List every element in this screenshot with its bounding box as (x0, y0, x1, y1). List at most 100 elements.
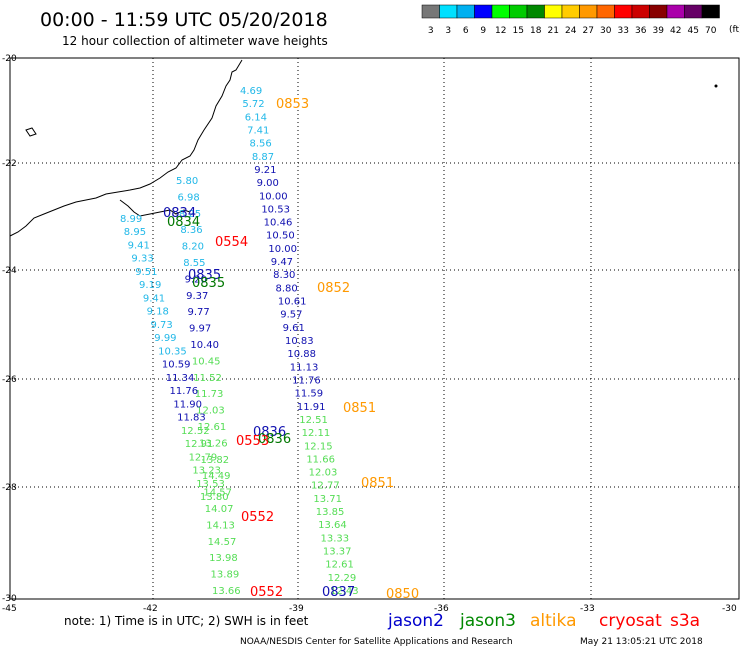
wave-height-label: 11.83 (177, 413, 206, 424)
wave-height-label: 11.76 (292, 375, 321, 386)
legend-swatch (474, 4, 493, 19)
wave-height-label: 10.35 (158, 346, 187, 357)
wave-height-label: 14.57 (203, 488, 232, 499)
wave-height-label: 6.98 (177, 192, 199, 203)
altimeter-tracks: 4.69 5.72 6.14 7.41 8.56 8.87 9.21 9.00 10.00 10.… (120, 86, 419, 602)
lon-label: -45 (2, 604, 17, 614)
footer-timestamp: May 21 13:05:21 UTC 2018 (580, 637, 703, 647)
wave-height-label: 8.20 (182, 242, 204, 253)
legend-tick-label: 33 (618, 26, 629, 36)
wave-height-label: 10.00 (259, 191, 288, 202)
footer-note: note: 1) Time is in UTC; 2) SWH is in fe… (64, 614, 309, 628)
wave-height-label: 8.36 (180, 225, 202, 236)
wave-height-label: 13.98 (209, 553, 238, 564)
lat-label: -26 (2, 375, 17, 385)
wave-height-label: 9.77 (188, 307, 210, 318)
wave-height-label: 5.72 (242, 99, 264, 110)
lon-label: -33 (580, 604, 595, 614)
pass-time-label: 0835 (188, 268, 221, 283)
wave-height-label: 8.95 (124, 227, 146, 238)
pass-time-label: 0834 (167, 215, 200, 230)
lon-label: -36 (434, 604, 449, 614)
legend-s3a: s3a (670, 611, 700, 631)
lon-label: -30 (722, 604, 737, 614)
lon-label: -39 (289, 604, 304, 614)
wave-height-label: 11.13 (290, 362, 319, 373)
wave-height-label: 12.77 (311, 481, 340, 492)
wave-height-label: 6.14 (245, 112, 267, 123)
legend-swatch (456, 4, 475, 19)
wave-height-label: 13.53 (196, 479, 225, 490)
pass-time-label: 0834 (163, 206, 196, 221)
wave-height-label: 9.21 (254, 165, 276, 176)
legend-swatch (544, 4, 563, 19)
wave-height-label: 10.61 (278, 297, 307, 308)
coastline (9, 59, 243, 237)
legend-swatch (491, 4, 510, 19)
wave-height-label: 8.56 (249, 139, 271, 150)
wave-height-label: 10.53 (261, 204, 290, 215)
page-title: 00:00 - 11:59 UTC 05/20/2018 (40, 9, 328, 31)
legend-tick-label: 18 (530, 26, 542, 36)
wave-height-label: 10.46 (264, 218, 293, 229)
wave-height-label: 13.37 (323, 547, 352, 558)
legend-tick-label: 70 (705, 26, 717, 36)
graticule (10, 58, 739, 599)
lat-label: -20 (2, 54, 17, 64)
wave-height-label: 14.07 (205, 504, 234, 515)
wave-height-label: 13.85 (316, 507, 345, 518)
wave-height-label: 11.52 (193, 373, 222, 384)
legend-tick-label: 15 (513, 26, 524, 36)
legend-swatch (526, 4, 545, 19)
legend-swatch (421, 4, 440, 19)
wave-height-label: 14.13 (206, 520, 235, 531)
legend-jason2: jason2 (387, 611, 444, 631)
wave-height-label: 9.97 (189, 324, 211, 335)
wave-height-label: 8.55 (183, 258, 205, 269)
wave-height-label: 11.90 (173, 399, 202, 410)
legend-tick-label: 21 (548, 26, 559, 36)
page-subtitle: 12 hour collection of altimeter wave hei… (62, 34, 328, 48)
wave-height-label: 9.00 (257, 178, 279, 189)
wave-height-label: 12.15 (304, 441, 333, 452)
pass-time-label: 0835 (192, 276, 225, 291)
legend-swatch (509, 4, 528, 19)
color-legend: 3 3 6 9 12 15 18 21 24 27 30 33 36 39 42 45 70 (421, 4, 720, 36)
lat-label: -24 (2, 266, 17, 276)
legend-jason3: jason3 (459, 611, 516, 631)
pass-time-label: 0553 (236, 434, 269, 449)
pass-time-label: 0837 (322, 585, 355, 600)
wave-height-label: 9.41 (128, 240, 150, 251)
legend-swatch (561, 4, 580, 19)
wave-height-label: 13.89 (211, 570, 240, 581)
wave-height-label: 13.80 (200, 492, 229, 503)
wave-height-label: 9.57 (280, 310, 302, 321)
wave-height-label: 10.00 (268, 244, 297, 255)
legend-unit: (ft) (729, 25, 740, 35)
wave-height-label: 7.41 (247, 125, 269, 136)
wave-height-label: 12.51 (299, 415, 328, 426)
wave-height-label: 13.26 (199, 438, 228, 449)
wave-height-label: 11.73 (195, 389, 224, 400)
footer-credit: NOAA/NESDIS Center for Satellite Applica… (240, 637, 513, 647)
legend-swatch (439, 4, 458, 19)
island-marker (714, 84, 718, 88)
wave-height-label: 10.45 (192, 356, 221, 367)
wave-height-label: 8.87 (252, 152, 274, 163)
wave-height-label: 9.37 (186, 291, 208, 302)
wave-height-label: 10.83 (285, 336, 314, 347)
legend-tick-label: 3 (428, 26, 434, 36)
wave-height-label: 12.29 (328, 573, 357, 584)
wave-height-label: 12.61 (325, 560, 354, 571)
wave-height-label: 13.33 (321, 533, 350, 544)
wave-height-label: 11.59 (294, 389, 323, 400)
wave-height-label: 13.66 (212, 586, 241, 597)
legend-tick-label: 45 (688, 26, 699, 36)
wave-height-label: 11.34 (166, 373, 195, 384)
wave-height-label: 12.61 (198, 422, 227, 433)
wave-height-label: 9.99 (154, 333, 176, 344)
legend-tick-label: 39 (653, 26, 665, 36)
wave-height-label: 14.49 (202, 471, 231, 482)
